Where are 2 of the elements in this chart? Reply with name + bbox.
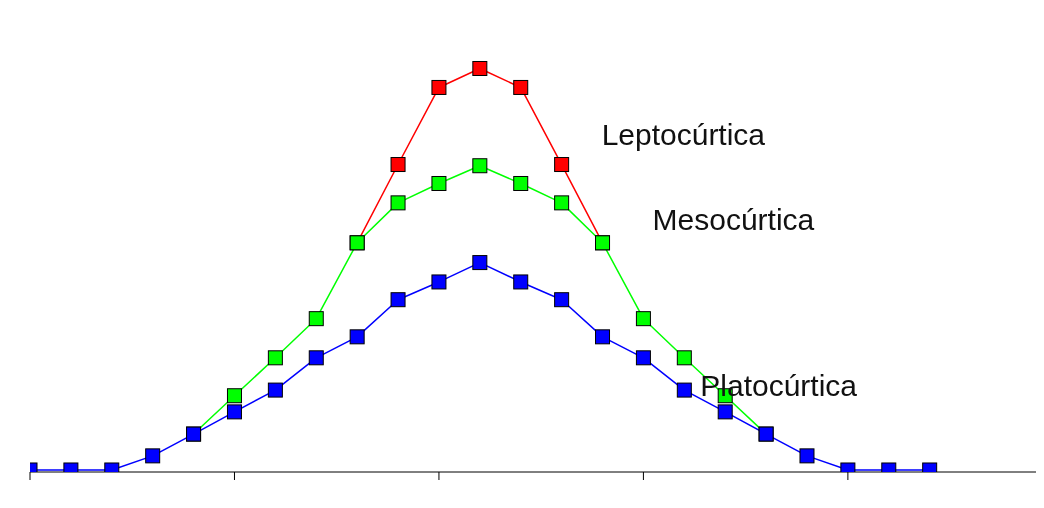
series-label: Mesocúrtica — [652, 202, 815, 236]
series-label: Leptocúrtica — [601, 117, 766, 151]
